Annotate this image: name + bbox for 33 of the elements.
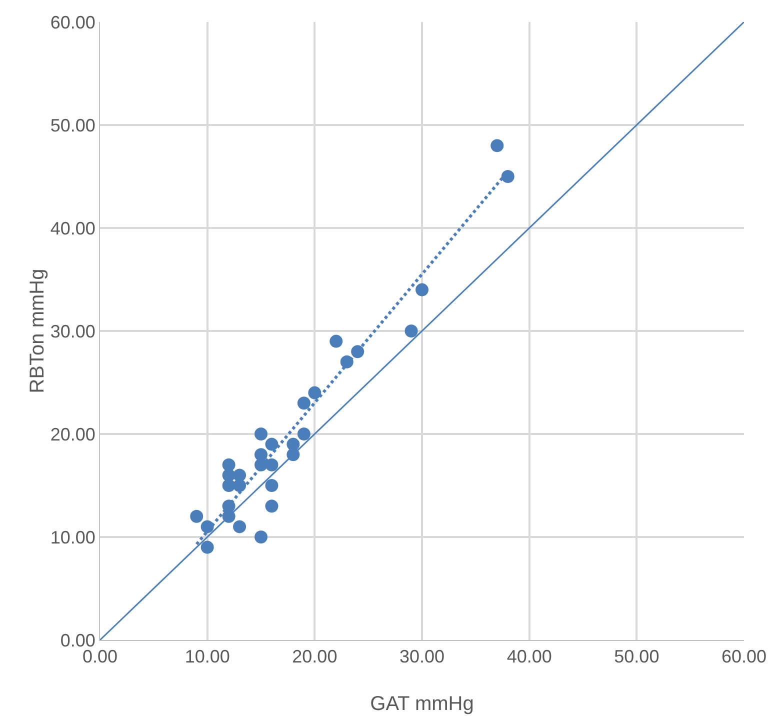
point xyxy=(265,438,278,451)
point xyxy=(254,428,268,440)
y-tick-label: 60.00 xyxy=(50,12,96,32)
point xyxy=(308,386,322,400)
point xyxy=(265,479,278,492)
point xyxy=(233,479,246,492)
x-tick-label: 30.00 xyxy=(399,646,445,667)
point xyxy=(404,324,418,338)
x-tick-label: 50.00 xyxy=(614,646,660,667)
point xyxy=(200,540,214,554)
point xyxy=(265,458,278,472)
point xyxy=(190,510,204,523)
point xyxy=(297,396,310,410)
x-tick-label: 60.00 xyxy=(721,646,767,667)
point xyxy=(501,170,514,183)
y-tick-label: 20.00 xyxy=(50,424,96,444)
point xyxy=(330,334,343,348)
point xyxy=(490,139,504,152)
point xyxy=(265,500,278,513)
x-tick-label: 20.00 xyxy=(292,646,338,667)
point xyxy=(254,530,268,544)
y-tick-label: 30.00 xyxy=(50,321,96,342)
y-tick-label: 50.00 xyxy=(50,115,96,136)
x-axis-title: GAT mmHg xyxy=(370,693,474,715)
x-tick-label: 10.00 xyxy=(184,646,230,667)
y-tick-label: 10.00 xyxy=(50,527,96,548)
point xyxy=(222,479,236,492)
x-tick-label: 40.00 xyxy=(506,646,552,667)
point xyxy=(233,520,246,534)
point xyxy=(297,428,310,440)
point xyxy=(416,283,428,296)
y-tick-label: 40.00 xyxy=(50,218,96,238)
y-axis-title: RBTon mmHg xyxy=(26,268,48,394)
